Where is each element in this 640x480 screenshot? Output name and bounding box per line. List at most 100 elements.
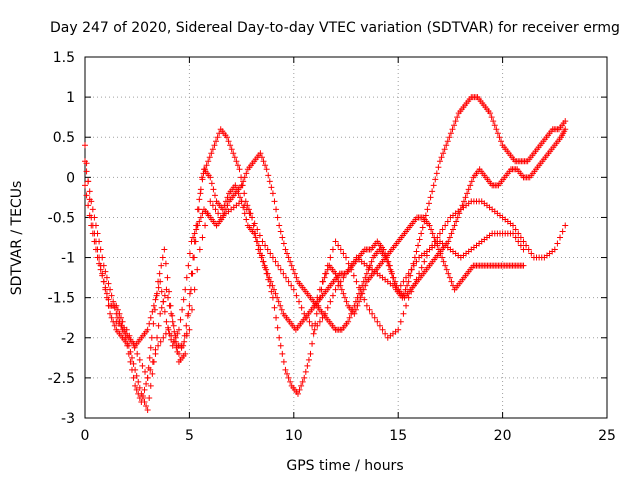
data-point xyxy=(408,288,415,295)
data-point xyxy=(186,290,193,297)
data-point xyxy=(271,304,278,311)
data-point xyxy=(186,250,193,257)
data-point xyxy=(190,234,197,241)
data-point xyxy=(404,282,411,289)
data-point xyxy=(157,278,164,285)
data-point xyxy=(487,110,494,117)
data-point xyxy=(255,242,262,249)
data-point xyxy=(189,306,196,313)
data-point xyxy=(305,356,312,363)
data-point xyxy=(157,310,164,317)
data-point xyxy=(186,302,193,309)
data-point xyxy=(149,358,156,365)
data-point xyxy=(105,302,112,309)
data-point xyxy=(161,292,168,299)
data-point xyxy=(337,246,344,253)
data-point xyxy=(314,294,321,301)
data-point xyxy=(164,274,171,281)
data-point xyxy=(494,130,501,137)
data-point xyxy=(316,318,323,325)
data-point xyxy=(267,250,274,257)
data-point xyxy=(238,182,245,189)
data-point xyxy=(301,374,308,381)
data-point xyxy=(431,238,438,245)
data-point xyxy=(215,210,222,217)
data-point xyxy=(269,294,276,301)
data-point xyxy=(130,360,137,367)
y-tick-label: -1.5 xyxy=(48,291,75,307)
data-point xyxy=(498,138,505,145)
data-point xyxy=(433,170,440,177)
data-point xyxy=(382,254,389,261)
data-point xyxy=(190,254,197,261)
data-point xyxy=(205,158,212,165)
data-point xyxy=(366,306,373,313)
x-tick-label: 25 xyxy=(598,428,616,444)
data-point xyxy=(147,344,154,351)
data-point xyxy=(388,270,395,277)
data-point xyxy=(293,274,300,281)
data-point xyxy=(150,302,157,309)
data-point xyxy=(400,310,407,317)
data-point xyxy=(327,254,334,261)
data-point xyxy=(191,230,198,237)
data-point xyxy=(443,142,450,149)
data-point xyxy=(287,378,294,385)
data-point xyxy=(241,174,248,181)
data-point xyxy=(332,286,339,293)
x-tick-label: 5 xyxy=(185,428,194,444)
data-point xyxy=(162,330,169,337)
data-point xyxy=(85,202,92,209)
y-tick-label: 1 xyxy=(66,90,75,106)
data-point xyxy=(268,184,275,191)
data-point xyxy=(277,228,284,235)
data-point xyxy=(225,138,232,145)
data-point xyxy=(155,284,162,291)
data-point xyxy=(99,254,106,261)
data-point xyxy=(174,330,181,337)
y-axis-title: SDTVAR / TECUs xyxy=(9,181,25,296)
data-point xyxy=(257,246,264,253)
data-point xyxy=(438,154,445,161)
axis-ticks xyxy=(84,56,608,419)
data-point xyxy=(430,182,437,189)
data-point xyxy=(436,158,443,165)
data-point xyxy=(385,262,392,269)
data-point xyxy=(179,306,186,313)
data-point xyxy=(306,318,313,325)
data-point xyxy=(271,198,278,205)
data-point xyxy=(155,342,162,349)
data-point xyxy=(304,362,311,369)
data-point xyxy=(168,332,175,339)
data-point xyxy=(310,330,317,337)
data-point xyxy=(94,230,101,237)
data-point xyxy=(103,274,110,281)
y-tick-label: -0.5 xyxy=(48,210,75,226)
data-point xyxy=(194,222,201,229)
data-point xyxy=(126,332,133,339)
data-point xyxy=(96,260,103,267)
data-point xyxy=(324,304,331,311)
data-point xyxy=(85,178,92,185)
data-point xyxy=(186,326,193,333)
data-point xyxy=(282,366,289,373)
data-point xyxy=(384,258,391,265)
x-axis-title: GPS time / hours xyxy=(286,458,403,474)
data-point xyxy=(284,370,291,377)
data-point xyxy=(313,310,320,317)
x-tick-label: 20 xyxy=(494,428,512,444)
data-point xyxy=(211,192,218,199)
data-point xyxy=(131,344,138,351)
data-point xyxy=(442,262,449,269)
data-point xyxy=(343,270,349,277)
data-point xyxy=(155,322,162,329)
data-point xyxy=(439,254,446,261)
data-point xyxy=(424,206,431,213)
data-point xyxy=(97,246,104,253)
data-point xyxy=(362,274,369,281)
data-point xyxy=(346,314,353,321)
data-point xyxy=(214,134,221,141)
data-point xyxy=(144,406,151,413)
data-point xyxy=(196,246,203,253)
data-point xyxy=(282,274,289,281)
